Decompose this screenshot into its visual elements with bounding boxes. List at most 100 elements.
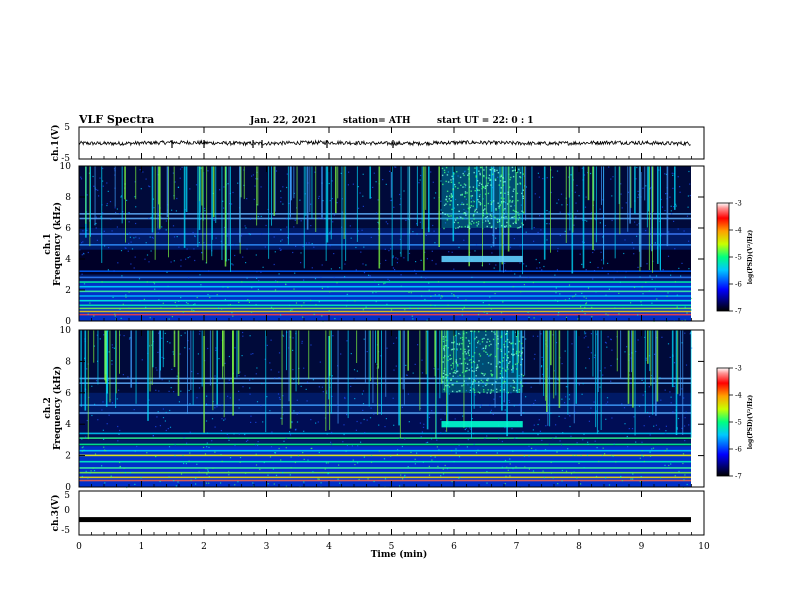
spec-speckle [584,206,587,208]
spec-sferic [496,330,498,380]
spec-speckle [386,303,388,305]
spec-speckle [237,182,239,184]
spec-sferic [439,330,441,399]
spec-speckle [620,193,622,195]
spec-event-speckle [476,180,479,182]
spec-speckle [421,359,423,361]
spec-speckle [314,278,317,280]
spec-speckle [463,306,465,308]
spec-speckle [641,286,643,288]
spec-sferic [517,330,519,363]
spec-speckle [530,386,532,388]
spec-speckle [683,230,685,232]
spec-speckle [134,450,136,452]
spec-speckle [676,306,678,308]
spec-speckle [611,219,613,222]
spec-speckle [581,263,583,265]
spec-event-speckle [472,381,474,383]
spec-speckle [197,353,199,355]
spec-line-10 [79,270,691,272]
spec-speckle [249,379,251,381]
spec-speckle [252,353,254,355]
spec-speckle [174,181,176,183]
spec-line-10 [79,412,691,414]
spec-speckle [292,251,294,254]
spec-speckle [585,303,587,305]
spec-speckle [283,440,285,442]
spec-sferic [515,166,517,224]
spec-speckle [684,417,686,419]
spec-event-speckle [458,332,460,335]
spec-speckle [604,367,606,369]
spec-speckle [568,398,570,400]
spec-speckle [117,262,119,264]
spec-speckle [324,468,326,470]
spec-speckle [645,359,647,361]
spec-speckle [678,470,680,473]
spec-speckle [333,277,335,279]
spec-speckle [677,417,680,420]
spec-speckle [104,482,106,484]
spec-speckle [270,306,273,308]
spec-sferic [378,330,379,369]
spec-speckle [543,265,545,268]
spec-speckle [294,429,296,431]
spec-event-speckle [447,355,449,358]
spec-speckle [373,172,375,174]
spec-speckle [646,263,648,265]
spec-sferic [89,166,91,247]
spec-event-speckle [453,341,455,343]
spec-speckle [186,248,188,250]
spec-speckle [445,430,447,432]
spec-sferic [690,330,692,438]
spec-speckle [399,238,401,240]
spec-speckle [361,393,363,395]
spec-event-speckle [471,383,474,385]
spec-speckle [248,233,250,235]
spec-speckle [395,337,398,339]
spec-speckle [534,353,536,355]
spec-line-7 [79,443,691,446]
spec-speckle [208,482,210,484]
spec-speckle [465,427,467,429]
spec-speckle [374,280,376,282]
spec-speckle [204,210,206,212]
spec-speckle [610,339,612,341]
spec-speckle [134,483,136,485]
spec-speckle [479,406,481,408]
spec-speckle [469,427,471,429]
spec-speckle [621,480,623,482]
spec-speckle [81,242,83,244]
spec-event-speckle [482,213,484,215]
spec-event-speckle [467,226,469,228]
spec-event-speckle [511,369,513,371]
spec-speckle [414,269,416,272]
spec-event-speckle [508,186,511,188]
spec-event-speckle [492,173,494,175]
spec-event-speckle [502,177,505,180]
spec-speckle [310,344,312,346]
spec-speckle [602,374,604,376]
spec-sferic [152,330,154,368]
spec-speckle [533,358,535,360]
spec-speckle [191,370,193,373]
spec-speckle [640,476,642,478]
spec-speckle [684,332,686,334]
spec-event-speckle [456,371,458,373]
spec-speckle [152,435,154,437]
spec-speckle [390,248,392,250]
spec-line-13 [79,217,691,220]
spec-event-speckle [455,227,457,229]
spec-event-speckle [513,353,515,356]
spec-speckle [403,233,405,236]
spec-event-speckle [456,343,458,345]
spec-speckle [688,170,690,173]
spec-event-speckle [504,208,506,210]
spec-speckle [301,305,303,307]
spec-speckle [368,274,370,276]
spec-event-speckle [474,211,476,213]
spec-event-speckle [521,210,523,212]
spec-speckle [472,200,474,202]
spec-speckle [633,253,635,255]
spec-event-speckle [485,346,487,348]
